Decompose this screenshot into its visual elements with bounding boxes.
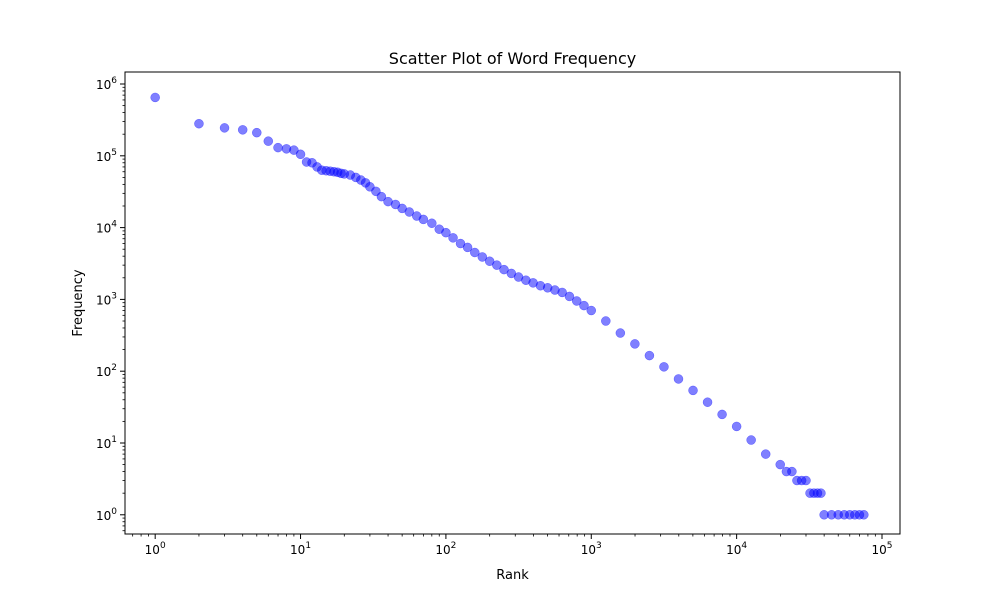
data-point <box>150 92 160 103</box>
data-point <box>376 191 387 202</box>
data-point <box>601 316 611 326</box>
data-point <box>427 218 437 228</box>
data-point <box>746 435 756 445</box>
data-point <box>404 207 415 217</box>
data-point <box>237 125 248 135</box>
data-point <box>688 385 698 396</box>
data-point <box>816 488 826 498</box>
data-point <box>717 409 727 420</box>
data-point <box>760 449 771 459</box>
data-point <box>194 118 204 129</box>
y-tick-label: 104 <box>96 220 117 236</box>
data-point <box>418 214 429 225</box>
data-point <box>295 149 306 160</box>
data-point <box>586 305 597 316</box>
data-point <box>702 397 713 407</box>
data-point <box>448 233 458 243</box>
data-point <box>557 287 567 298</box>
data-point <box>801 475 811 486</box>
x-axis: 100 101 102 103 104 105 <box>132 534 893 557</box>
data-point <box>775 459 785 470</box>
x-tick-label: 104 <box>726 541 747 557</box>
data-point <box>499 264 509 275</box>
y-axis: 100 101 102 103 104 105 106 <box>96 76 125 532</box>
y-tick-label: 106 <box>96 76 117 92</box>
y-tick-label: 101 <box>96 435 117 451</box>
data-point <box>219 123 230 133</box>
x-tick-label: 102 <box>435 541 456 557</box>
data-point <box>441 227 451 238</box>
x-tick-label: 103 <box>581 541 602 557</box>
chart-title: Scatter Plot of Word Frequency <box>389 49 636 68</box>
points-layer <box>150 92 869 520</box>
data-point <box>659 362 669 372</box>
x-tick-label: 101 <box>290 541 311 557</box>
data-point <box>462 242 473 253</box>
data-point <box>673 374 684 384</box>
y-tick-label: 100 <box>96 507 117 523</box>
x-tick-label: 105 <box>871 541 892 557</box>
data-point <box>615 328 626 338</box>
data-point <box>731 421 742 432</box>
data-point <box>252 127 262 138</box>
data-point <box>470 247 480 258</box>
data-point <box>859 510 869 520</box>
data-point <box>477 252 488 262</box>
y-tick-label: 103 <box>96 291 117 307</box>
data-point <box>263 136 274 146</box>
data-point <box>579 300 589 311</box>
y-tick-label: 102 <box>96 363 117 379</box>
data-point <box>787 466 797 477</box>
data-point <box>273 142 283 153</box>
x-axis-label: Rank <box>496 568 529 583</box>
y-tick-label: 105 <box>96 148 117 164</box>
y-axis-label: Frequency <box>71 269 86 336</box>
data-point <box>644 350 655 361</box>
data-point <box>630 339 640 349</box>
x-tick-label: 100 <box>145 541 166 557</box>
data-point <box>564 291 575 302</box>
data-point <box>492 260 502 270</box>
data-point <box>571 296 582 306</box>
